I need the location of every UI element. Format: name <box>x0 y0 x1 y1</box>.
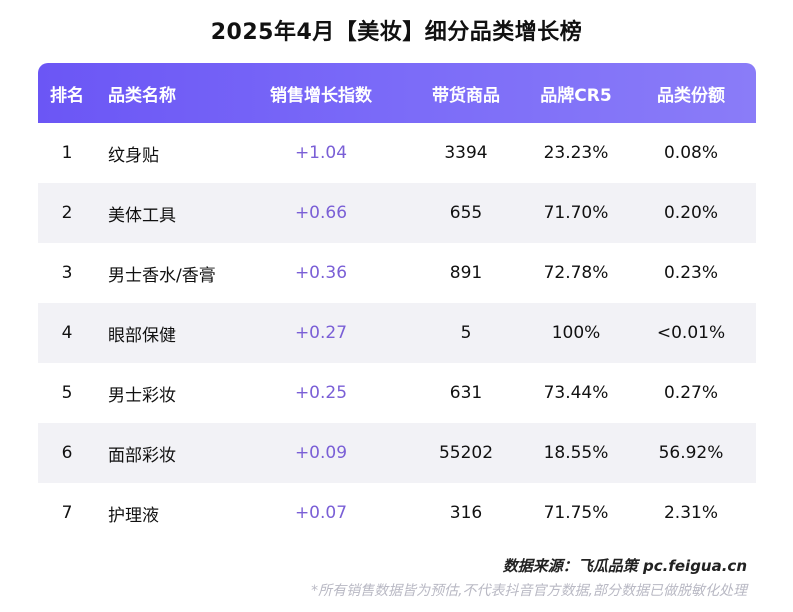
header-goods-count: 带货商品 <box>432 85 500 106</box>
cell-category-share: <0.01% <box>656 323 726 343</box>
cell-brand-cr5: 71.75% <box>543 503 609 523</box>
cell-rank: 5 <box>61 383 73 403</box>
cell-growth-index: +0.07 <box>294 503 348 523</box>
cell-brand-cr5: 18.55% <box>543 443 609 463</box>
cell-goods-count: 3394 <box>444 143 488 163</box>
cell-goods-count: 55202 <box>438 443 494 463</box>
cell-rank: 2 <box>61 203 73 223</box>
cell-category-name: 护理液 <box>108 505 159 526</box>
cell-goods-count: 631 <box>449 383 483 403</box>
cell-goods-count: 655 <box>449 203 483 223</box>
table-header: 排名 品类名称 销售增长指数 带货商品 品牌CR5 品类份额 <box>38 63 756 123</box>
cell-goods-count: 891 <box>449 263 483 283</box>
header-rank: 排名 <box>50 85 84 106</box>
cell-growth-index: +0.36 <box>294 263 348 283</box>
cell-category-name: 美体工具 <box>108 205 176 226</box>
table-row: 3 男士香水/香膏 +0.36 891 72.78% 0.23% <box>38 243 756 303</box>
cell-growth-index: +0.09 <box>294 443 348 463</box>
header-category-share: 品类份额 <box>657 85 725 106</box>
cell-category-name: 男士香水/香膏 <box>108 265 216 286</box>
cell-category-share: 0.23% <box>663 263 718 283</box>
header-sales-growth-index: 销售增长指数 <box>270 85 372 106</box>
cell-growth-index: +0.27 <box>294 323 348 343</box>
header-brand-cr5: 品牌CR5 <box>540 85 612 106</box>
cell-brand-cr5: 72.78% <box>543 263 609 283</box>
cell-growth-index: +1.04 <box>294 143 348 163</box>
cell-brand-cr5: 73.44% <box>543 383 609 403</box>
cell-goods-count: 5 <box>460 323 472 343</box>
table-row: 6 面部彩妆 +0.09 55202 18.55% 56.92% <box>38 423 756 483</box>
cell-category-name: 面部彩妆 <box>108 445 176 466</box>
cell-brand-cr5: 100% <box>551 323 601 343</box>
table-row: 2 美体工具 +0.66 655 71.70% 0.20% <box>38 183 756 243</box>
cell-brand-cr5: 71.70% <box>543 203 609 223</box>
cell-category-name: 眼部保健 <box>108 325 176 346</box>
cell-goods-count: 316 <box>449 503 483 523</box>
cell-category-name: 纹身贴 <box>108 145 159 166</box>
cell-rank: 4 <box>61 323 73 343</box>
table-row: 7 护理液 +0.07 316 71.75% 2.31% <box>38 483 756 543</box>
cell-category-share: 56.92% <box>658 443 724 463</box>
table-row: 1 纹身贴 +1.04 3394 23.23% 0.08% <box>38 123 756 183</box>
cell-rank: 3 <box>61 263 73 283</box>
cell-category-name: 男士彩妆 <box>108 385 176 406</box>
data-source-note: 数据来源：飞瓜品策 pc.feigua.cn <box>502 557 747 575</box>
cell-brand-cr5: 23.23% <box>543 143 609 163</box>
page-title: 2025年4月【美妆】细分品类增长榜 <box>210 20 583 45</box>
cell-rank: 7 <box>61 503 73 523</box>
table-row: 4 眼部保健 +0.27 5 100% <0.01% <box>38 303 756 363</box>
cell-category-share: 0.08% <box>663 143 718 163</box>
cell-category-share: 0.20% <box>663 203 718 223</box>
header-category-name: 品类名称 <box>108 85 176 106</box>
cell-category-share: 2.31% <box>663 503 718 523</box>
cell-growth-index: +0.66 <box>294 203 348 223</box>
cell-rank: 6 <box>61 443 73 463</box>
ranking-table: 排名 品类名称 销售增长指数 带货商品 品牌CR5 品类份额 1 纹身贴 +1.… <box>38 63 756 543</box>
table-row: 5 男士彩妆 +0.25 631 73.44% 0.27% <box>38 363 756 423</box>
disclaimer-note: *所有销售数据皆为预估,不代表抖音官方数据,部分数据已做脱敏化处理 <box>311 583 747 599</box>
cell-rank: 1 <box>61 143 73 163</box>
cell-category-share: 0.27% <box>663 383 718 403</box>
cell-growth-index: +0.25 <box>294 383 348 403</box>
